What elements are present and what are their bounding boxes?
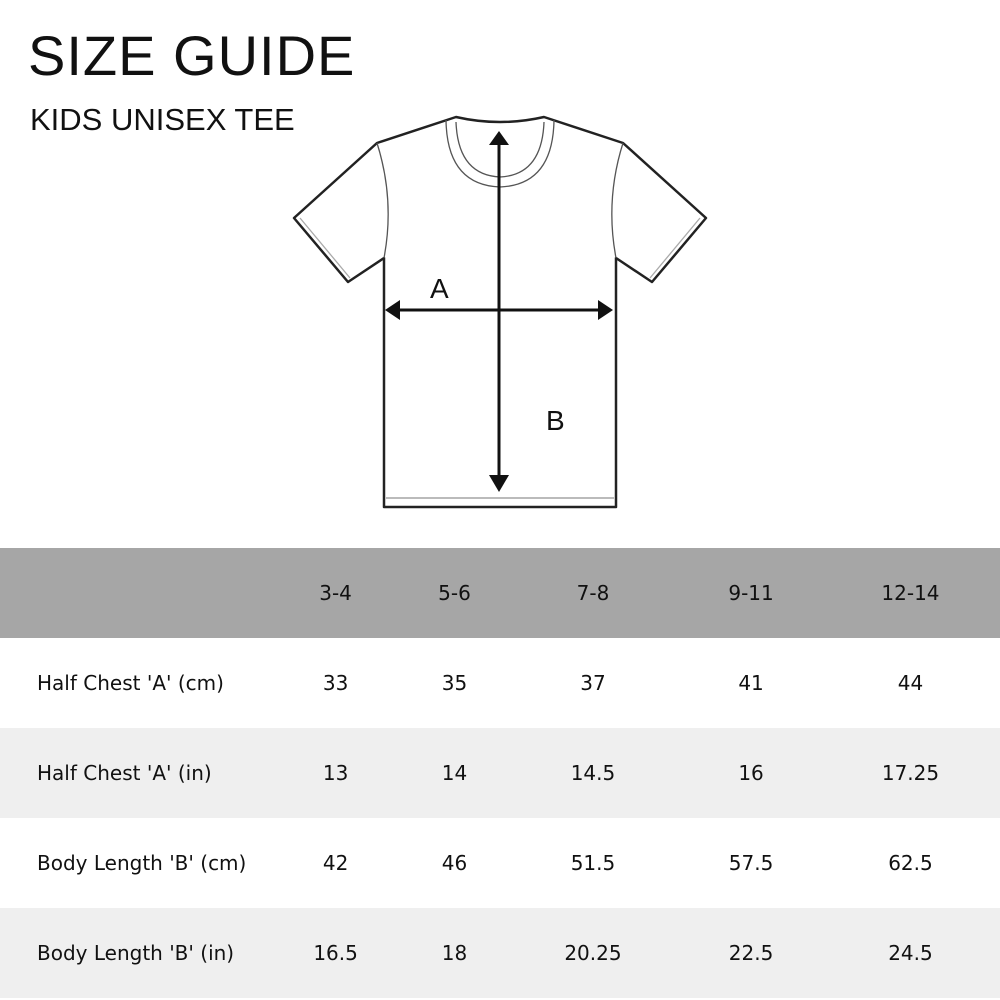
size-header-row: 3-4 5-6 7-8 9-11 12-14 [0, 548, 1000, 638]
table-cell: 35 [441, 671, 468, 695]
size-column-header: 12-14 [820, 548, 1000, 638]
size-column-header: 7-8 [504, 548, 682, 638]
table-cell: 41 [738, 671, 764, 695]
table-cell: 18 [404, 908, 505, 998]
size-column-header: 3-4 [267, 548, 405, 638]
table-cell: 16 [681, 728, 821, 818]
header-empty-cell [0, 548, 267, 638]
row-label: Body Length 'B' (in) [0, 908, 267, 998]
table-cell: 20.25 [504, 908, 682, 998]
table-cell: 24.5 [820, 908, 1000, 998]
tshirt-diagram: A B [292, 115, 708, 509]
table-cell: 22.5 [681, 908, 821, 998]
product-subtitle: KIDS UNISEX TEE [30, 102, 295, 137]
table-cell: 16.5 [267, 908, 405, 998]
table-cell: 62.5 [888, 851, 933, 875]
table-cell: 13 [267, 728, 405, 818]
table-cell: 37 [580, 671, 606, 695]
table-cell: 51.5 [570, 851, 616, 875]
row-label: Body Length 'B' (cm) [37, 851, 247, 875]
table-cell: 42 [322, 851, 349, 875]
table-cell: 14 [404, 728, 505, 818]
label-a: A [430, 273, 449, 304]
table-cell: 57.5 [728, 851, 774, 875]
table-cell: 44 [897, 671, 924, 695]
table-cell: 46 [441, 851, 468, 875]
row-label: Half Chest 'A' (in) [0, 728, 267, 818]
table-cell: 33 [322, 671, 349, 695]
table-row: Body Length 'B' (cm) 42 46 51.5 57.5 62.… [0, 818, 1000, 908]
table-cell: 14.5 [504, 728, 682, 818]
label-b: B [546, 405, 565, 436]
row-label: Half Chest 'A' (cm) [37, 671, 224, 695]
page-title: SIZE GUIDE [28, 24, 356, 87]
width-arrow [385, 300, 613, 320]
size-table: 3-4 5-6 7-8 9-11 12-14 Half Chest 'A' (c… [0, 548, 1000, 998]
table-cell: 17.25 [820, 728, 1000, 818]
size-column-header: 5-6 [404, 548, 505, 638]
table-row: Half Chest 'A' (in) 13 14 14.5 16 17.25 [0, 728, 1000, 818]
table-row: Body Length 'B' (in) 16.5 18 20.25 22.5 … [0, 908, 1000, 998]
table-row: Half Chest 'A' (cm) 33 35 37 41 44 [0, 638, 1000, 728]
size-column-header: 9-11 [681, 548, 821, 638]
